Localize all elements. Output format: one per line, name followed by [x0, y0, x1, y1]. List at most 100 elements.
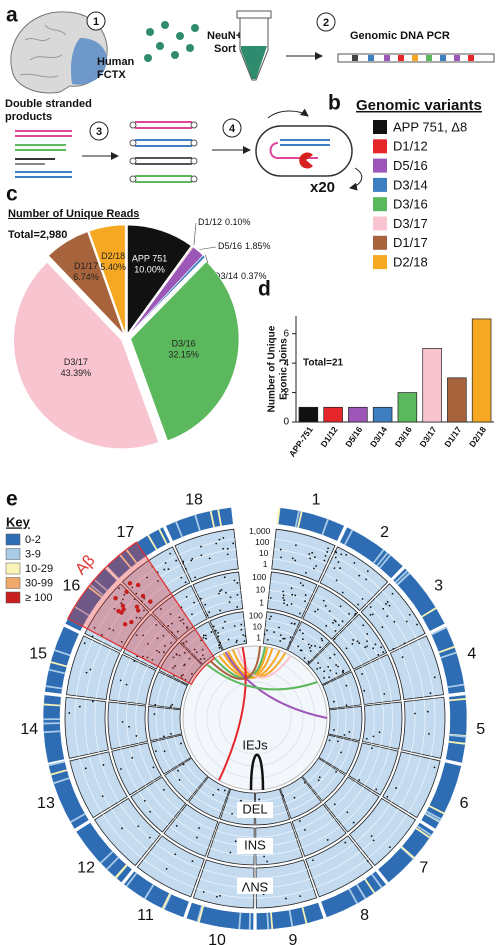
junction-arc [218, 646, 247, 781]
variant-dot [428, 733, 430, 735]
variant-dot [227, 638, 230, 641]
variant-dot [121, 827, 123, 830]
variant-dot [228, 601, 231, 604]
track-grid [200, 589, 241, 602]
pie-slice [128, 246, 204, 335]
variant-dot [172, 666, 175, 669]
density-stripe [114, 864, 128, 879]
dna [337, 53, 495, 63]
variant-dot [346, 811, 349, 814]
arrow [267, 108, 309, 119]
variant-dot [353, 562, 356, 564]
chromosome-label: 4 [467, 646, 476, 663]
variant-dot [340, 751, 342, 754]
scale-label: 1 [263, 559, 268, 569]
variant-dot [133, 660, 136, 662]
track-grid [165, 601, 200, 627]
variant-dot [386, 615, 389, 618]
pie-label: D3/14 0.37% [214, 271, 267, 281]
legend-title: Genomic variants [356, 97, 482, 114]
track-grid [312, 851, 361, 879]
pie-label: APP 751 10.00% [132, 254, 167, 275]
variant-dot [165, 868, 168, 870]
variant-dot [234, 840, 237, 843]
variant-dot [323, 670, 326, 673]
variant-dot [408, 613, 411, 616]
variant-dot [186, 626, 188, 629]
variant-dot [182, 562, 185, 565]
variant-dot [194, 576, 197, 579]
step-number: 4 [229, 123, 236, 135]
x-tick-label: D2/18 [467, 424, 488, 449]
variant-dot [326, 839, 329, 841]
cycles: x20 [310, 179, 335, 196]
track-grid [256, 887, 314, 899]
track-grid [143, 573, 186, 604]
variant-dot [345, 704, 348, 707]
template [269, 142, 318, 159]
density-stripe [158, 528, 168, 545]
variant-dot [365, 737, 368, 740]
variant-dot [266, 638, 269, 641]
track [164, 757, 209, 802]
variant-dot [348, 731, 351, 733]
density-band [392, 567, 446, 632]
track-grid [138, 791, 169, 826]
template [280, 139, 330, 146]
density-stripe [430, 626, 448, 636]
variant-dot [319, 646, 321, 649]
variant-dot [386, 795, 389, 798]
track-grid [147, 633, 171, 666]
variant-dot [224, 620, 226, 623]
variant-dot [244, 634, 247, 637]
variant-dot [328, 676, 331, 679]
variant-dot [233, 579, 236, 582]
variant-dot [174, 665, 177, 667]
variant-dot [210, 631, 213, 633]
legend-label: D3/17 [393, 216, 428, 231]
variant-dot [341, 620, 344, 623]
variant-dot [268, 618, 271, 621]
variant-dot [155, 750, 157, 753]
track-grid [319, 653, 337, 678]
variant-dot [291, 557, 294, 560]
density-stripe [248, 912, 251, 930]
variant-dot [202, 890, 205, 893]
variant-dot [278, 626, 280, 629]
leader-line [199, 246, 217, 250]
chromosome-label: 12 [77, 859, 95, 876]
variant-dot [171, 703, 174, 706]
variant-dot [137, 825, 140, 828]
variant-dot [382, 651, 385, 654]
variant-dot [153, 713, 156, 716]
variant-dot [108, 627, 111, 630]
brain-region [70, 38, 107, 85]
track [271, 528, 336, 583]
track-grid [335, 708, 339, 736]
key-swatch [5, 577, 21, 589]
density-stripe [424, 812, 441, 823]
variant-dot [89, 668, 92, 671]
variant-dot [163, 568, 166, 571]
density-band [75, 822, 133, 883]
products-label: products [5, 111, 52, 123]
variant-dot [282, 596, 285, 599]
density-stripe [378, 554, 392, 569]
track-grid [416, 640, 435, 696]
variant-dot [206, 614, 209, 616]
bar [471, 318, 492, 423]
variant-dot [385, 603, 387, 605]
track [327, 705, 363, 742]
x-tick-label: D1/17 [442, 424, 463, 449]
variant-dot [333, 729, 335, 731]
pie-slice [48, 231, 124, 334]
variant-dot [101, 795, 104, 798]
variant-dot [366, 640, 368, 643]
brain-label: FCTX [97, 69, 126, 81]
variant-dot [309, 650, 312, 652]
track-grid [196, 642, 220, 659]
variant-dot [182, 642, 185, 645]
track-label: IEJs [242, 737, 268, 752]
bar [372, 406, 393, 423]
